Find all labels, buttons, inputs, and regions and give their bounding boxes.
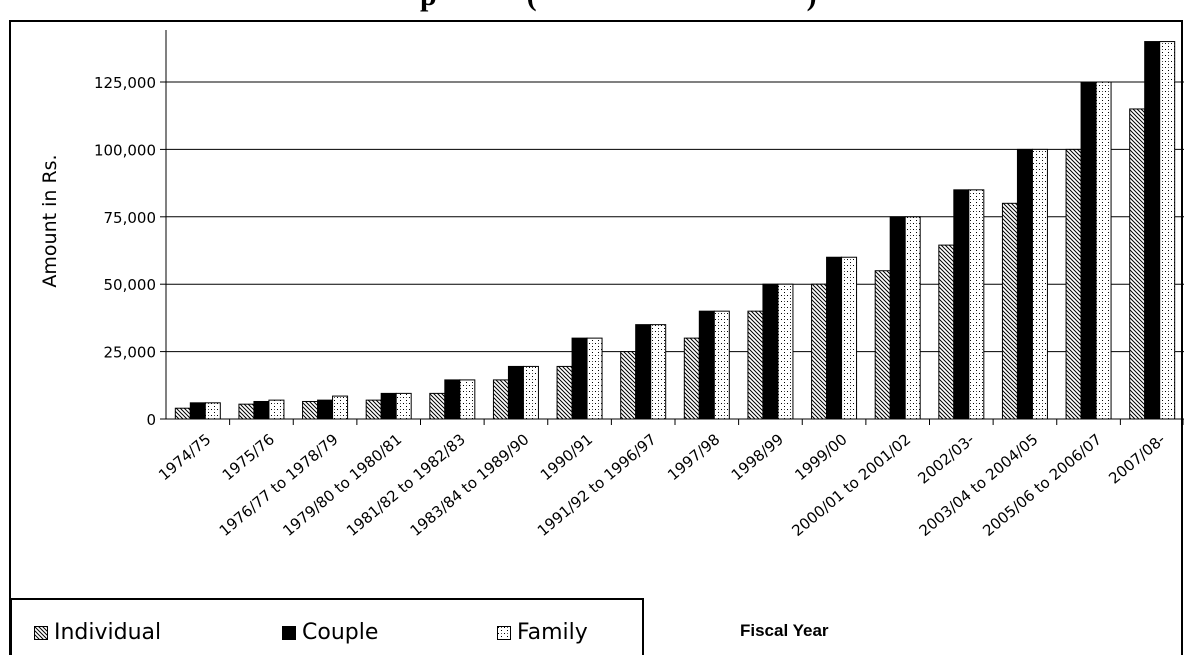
y-axis-title: Amount in Rs. <box>39 154 61 288</box>
x-tick-label: 1999/00 <box>791 430 850 484</box>
x-tick-label: 1975/76 <box>219 430 278 484</box>
bar-individual <box>811 283 828 420</box>
bar-couple <box>380 392 397 420</box>
bar-family <box>1095 81 1112 420</box>
x-tick-label: 1979/80 to 1980/81 <box>279 430 405 540</box>
x-tick-label: 2000/01 to 2001/02 <box>788 430 914 540</box>
y-tick-label: 100,000 <box>94 141 156 159</box>
bar-couple <box>889 216 906 420</box>
bar-family <box>204 402 221 420</box>
legend-item-family: Family <box>497 620 588 645</box>
bar-individual <box>238 403 255 420</box>
couple-swatch-icon <box>282 625 296 640</box>
x-tick-label: 1991/92 to 1996/97 <box>534 430 660 540</box>
y-tick-label: 0 <box>146 411 156 429</box>
x-tick-label: 1974/75 <box>155 430 214 484</box>
bar-individual <box>302 400 319 420</box>
bar-family <box>650 324 667 420</box>
bar-individual <box>1065 148 1082 420</box>
x-tick-label: 2007/08- <box>1105 430 1168 487</box>
bar-couple <box>635 324 652 420</box>
legend-label-couple: Couple <box>302 620 379 645</box>
bar-family <box>968 189 985 420</box>
bar-family <box>1159 41 1176 420</box>
x-tick-label: 1981/82 to 1982/83 <box>343 430 469 540</box>
individual-swatch-icon <box>34 625 48 640</box>
chart-border <box>9 20 1183 655</box>
bar-couple <box>1016 148 1033 420</box>
bar-individual <box>492 379 509 420</box>
bar-family <box>522 365 539 420</box>
bar-couple <box>953 189 970 420</box>
y-tick-label: 125,000 <box>94 74 156 92</box>
legend-item-couple: Couple <box>282 620 378 645</box>
x-tick-label: 1983/84 to 1989/90 <box>407 430 533 540</box>
y-tick-label: 50,000 <box>104 276 157 294</box>
legend-label-individual: Individual <box>54 620 162 645</box>
bar-family <box>268 399 285 420</box>
family-swatch-icon <box>497 625 511 640</box>
bar-family <box>586 337 603 420</box>
bar-couple <box>189 402 206 420</box>
x-tick-label: 1976/77 to 1978/79 <box>216 430 342 540</box>
bar-individual <box>365 399 382 420</box>
bar-family <box>777 283 794 420</box>
bar-individual <box>747 310 764 420</box>
bar-couple <box>1144 41 1161 420</box>
x-tick-label: 1990/91 <box>537 430 596 484</box>
x-tick-label: 2003/04 to 2004/05 <box>916 430 1042 540</box>
x-axis-title: Fiscal Year <box>740 621 829 640</box>
x-tick-label: 1997/98 <box>664 430 723 484</box>
bar-individual <box>1001 202 1018 420</box>
bar-family <box>1031 148 1048 420</box>
bar-family <box>841 256 858 420</box>
bar-individual <box>429 392 446 420</box>
legend-item-individual: Individual <box>34 620 161 645</box>
bar-individual <box>174 407 191 420</box>
x-tick-label: 2005/06 to 2006/07 <box>979 430 1105 540</box>
bar-individual <box>683 337 700 420</box>
bar-couple <box>826 256 843 420</box>
bar-couple <box>1080 81 1097 420</box>
bar-couple <box>317 399 334 420</box>
bar-couple <box>507 365 524 420</box>
bar-individual <box>556 365 573 420</box>
bar-individual <box>620 351 637 420</box>
bar-individual <box>874 270 891 420</box>
chart-title-partial: p ( ) <box>270 0 1170 13</box>
bar-couple <box>762 283 779 420</box>
bar-family <box>713 310 730 420</box>
bar-individual <box>1129 108 1146 420</box>
bar-individual <box>938 244 955 420</box>
bar-couple <box>444 379 461 420</box>
y-tick-label: 75,000 <box>104 209 157 227</box>
legend-label-family: Family <box>517 620 588 645</box>
bar-family <box>332 395 349 420</box>
x-tick-label: 1998/99 <box>728 430 787 484</box>
bar-couple <box>571 337 588 420</box>
bar-family <box>395 392 412 420</box>
bar-family <box>459 379 476 420</box>
bar-couple <box>253 400 270 420</box>
legend: Individual Couple Family <box>10 598 644 655</box>
bar-family <box>904 216 921 420</box>
bar-couple <box>698 310 715 420</box>
y-tick-label: 25,000 <box>104 344 157 362</box>
x-tick-label: 2002/03- <box>914 430 977 487</box>
